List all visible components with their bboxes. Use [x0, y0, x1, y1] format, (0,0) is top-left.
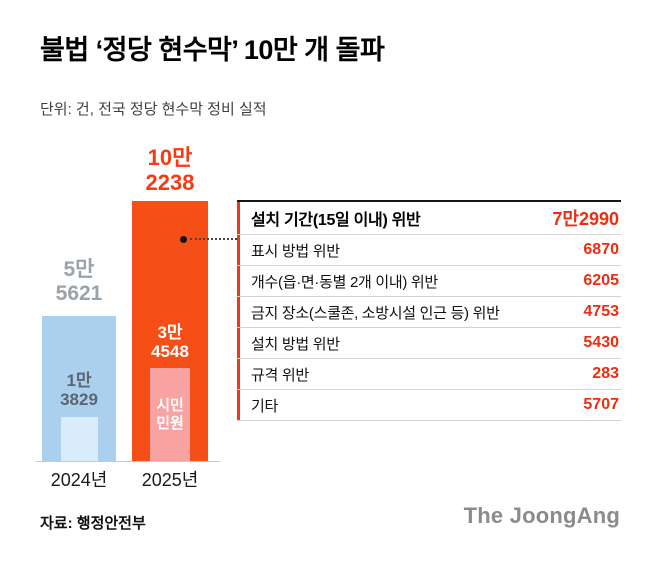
citizen-complaint-caption: 시민 민원 [156, 397, 184, 433]
row-label: 기타 [251, 397, 279, 415]
bar-2024-total-label: 5만 5621 [38, 258, 120, 305]
bar-2025-inner-label: 3만 4548 [132, 323, 208, 361]
table-row: 개수(읍·면·동별 2개 이내) 위반 6205 [237, 266, 621, 297]
row-label: 개수(읍·면·동별 2개 이내) 위반 [251, 273, 438, 291]
table-accent-line [237, 200, 240, 421]
axis-label-2025: 2025년 [141, 470, 199, 490]
table-row: 금지 장소(스쿨존, 소방시설 인근 등) 위반 4753 [237, 297, 621, 328]
violation-table: 설치 기간(15일 이내) 위반 7만2990 표시 방법 위반 6870 개수… [237, 200, 621, 421]
row-label: 표시 방법 위반 [251, 242, 340, 260]
bar-2025-inner-bar: 시민 민원 [150, 368, 190, 461]
table-row: 규격 위반 283 [237, 359, 621, 390]
connector-dotted-line [190, 238, 237, 240]
bar-2025-total-line1: 10만 [147, 145, 193, 170]
table-row: 표시 방법 위반 6870 [237, 235, 621, 266]
row-label: 설치 방법 위반 [251, 335, 340, 353]
bar-2024-total-line1: 5만 [63, 258, 95, 281]
bar-2024-total-line2: 5621 [55, 281, 103, 305]
bar-2025-inner-line2: 4548 [151, 342, 189, 362]
row-label: 설치 기간(15일 이내) 위반 [251, 212, 421, 229]
caption-line2: 민원 [156, 414, 184, 432]
bar-2024-inner-bar [61, 417, 98, 461]
bar-2025-total-line2: 2238 [145, 169, 195, 195]
bar-2024-inner-label: 1만 3829 [42, 371, 116, 409]
joongang-logo: The JoongAng [463, 503, 620, 528]
caption-line1: 시민 [156, 396, 184, 414]
x-axis-line [36, 461, 220, 462]
bar-2024-inner-line2: 3829 [60, 390, 98, 410]
table-row: 설치 방법 위반 5430 [237, 328, 621, 359]
bar-2024-inner-line1: 1만 [66, 371, 92, 390]
row-label: 금지 장소(스쿨존, 소방시설 인근 등) 위반 [251, 304, 500, 322]
table-row: 설치 기간(15일 이내) 위반 7만2990 [237, 202, 621, 235]
row-value: 283 [592, 365, 619, 382]
row-value: 5707 [583, 396, 619, 413]
source-credit: 자료: 행정안전부 [40, 515, 146, 532]
unit-note: 단위: 건, 전국 정당 현수막 정비 실적 [40, 101, 267, 118]
bar-2025-total-label: 10만 2238 [126, 145, 214, 195]
bar-2025-inner-line1: 3만 [157, 323, 183, 342]
axis-label-2024: 2024년 [50, 470, 108, 490]
page-title: 불법 ‘정당 현수막’ 10만 개 돌파 [40, 35, 385, 65]
row-value: 6870 [583, 241, 619, 258]
row-value: 5430 [583, 334, 619, 351]
row-value: 6205 [583, 272, 619, 289]
connector-dot [180, 236, 187, 243]
row-value: 7만2990 [552, 209, 619, 229]
row-value: 4753 [583, 303, 619, 320]
row-label: 규격 위반 [251, 366, 309, 384]
table-row: 기타 5707 [237, 390, 621, 421]
